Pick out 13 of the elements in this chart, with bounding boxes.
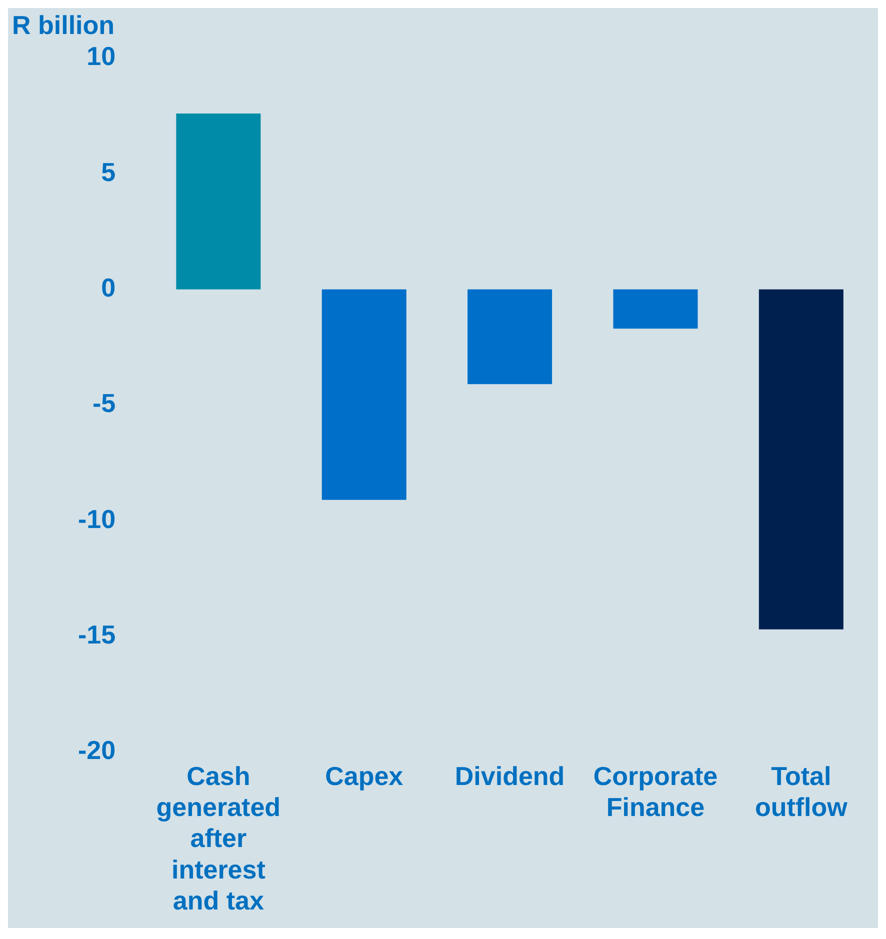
x-tick-label: Dividend <box>454 760 565 791</box>
y-tick-label: -15 <box>78 620 116 650</box>
x-tick-label: Total outflow <box>754 760 848 822</box>
y-tick-label: -10 <box>78 504 116 534</box>
y-tick-label: -5 <box>92 388 116 418</box>
y-axis-title: R billion <box>12 10 115 40</box>
y-tick-label: 0 <box>101 272 116 303</box>
x-tick-label: Cash generated after interest and tax <box>156 760 281 916</box>
y-tick-label: -20 <box>78 735 116 766</box>
x-tick-label: Capex <box>325 760 404 791</box>
y-tick-label: 5 <box>101 156 116 187</box>
x-tick-label: Corporate Finance <box>593 760 718 822</box>
y-tick-label: 10 <box>86 41 116 72</box>
